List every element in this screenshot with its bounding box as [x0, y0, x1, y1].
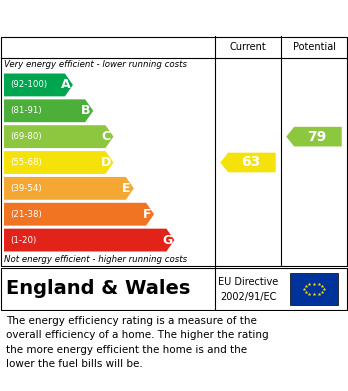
Polygon shape	[4, 151, 113, 174]
Text: (55-68): (55-68)	[10, 158, 42, 167]
Text: A: A	[61, 79, 71, 91]
Text: Not energy efficient - higher running costs: Not energy efficient - higher running co…	[4, 255, 187, 264]
Polygon shape	[4, 125, 113, 148]
Polygon shape	[286, 127, 342, 147]
Text: (1-20): (1-20)	[10, 235, 36, 245]
Polygon shape	[4, 203, 154, 226]
Text: (69-80): (69-80)	[10, 132, 42, 141]
Polygon shape	[4, 229, 174, 251]
Text: Potential: Potential	[293, 42, 335, 52]
Text: The energy efficiency rating is a measure of the
overall efficiency of a home. T: The energy efficiency rating is a measur…	[6, 316, 269, 369]
Text: EU Directive: EU Directive	[218, 277, 278, 287]
Text: Energy Efficiency Rating: Energy Efficiency Rating	[10, 9, 239, 27]
Text: (92-100): (92-100)	[10, 81, 47, 90]
Text: (39-54): (39-54)	[10, 184, 42, 193]
Polygon shape	[4, 99, 93, 122]
Text: F: F	[143, 208, 151, 221]
Text: England & Wales: England & Wales	[6, 280, 190, 298]
Text: C: C	[102, 130, 111, 143]
Text: B: B	[81, 104, 91, 117]
Polygon shape	[4, 177, 134, 200]
Text: 63: 63	[241, 156, 260, 170]
Text: D: D	[101, 156, 111, 169]
Polygon shape	[4, 74, 73, 96]
Text: 79: 79	[307, 130, 326, 143]
Text: Very energy efficient - lower running costs: Very energy efficient - lower running co…	[4, 60, 187, 69]
Text: (81-91): (81-91)	[10, 106, 42, 115]
Text: G: G	[162, 233, 172, 247]
Text: Current: Current	[230, 42, 266, 52]
Polygon shape	[220, 152, 276, 172]
FancyBboxPatch shape	[290, 273, 338, 305]
Text: E: E	[122, 182, 131, 195]
Text: (21-38): (21-38)	[10, 210, 42, 219]
Text: 2002/91/EC: 2002/91/EC	[220, 292, 276, 302]
